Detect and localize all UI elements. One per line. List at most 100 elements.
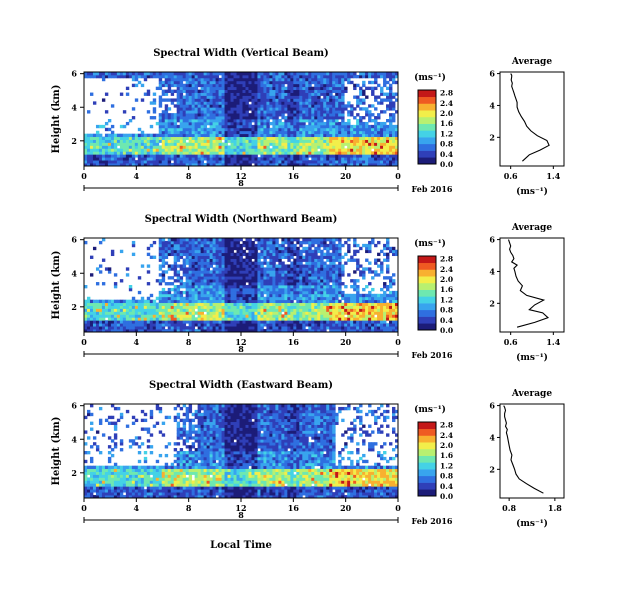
heatmap-cell	[158, 72, 163, 76]
heatmap-cell	[353, 116, 357, 120]
heatmap-cell	[236, 74, 240, 79]
heatmap-cell	[296, 133, 300, 138]
heatmap-cell	[275, 154, 279, 158]
heatmap-cell	[197, 308, 202, 312]
heatmap-cell	[368, 74, 372, 79]
heatmap-cell	[248, 249, 252, 254]
heatmap-cell	[314, 264, 318, 268]
heatmap-cell	[302, 107, 306, 111]
heatmap-cell	[248, 258, 252, 262]
heatmap-cell	[128, 133, 133, 138]
heatmap-cell	[212, 116, 216, 120]
heatmap-cell	[305, 124, 309, 129]
heatmap-cell	[236, 317, 240, 321]
heatmap-cell	[203, 133, 208, 138]
heatmap-cell	[164, 299, 169, 304]
heatmap-cell	[95, 139, 100, 143]
heatmap-cell	[371, 86, 375, 91]
heatmap-cell	[197, 133, 202, 138]
heatmap-cell	[212, 305, 216, 309]
heatmap-cell	[305, 107, 309, 111]
heatmap-cell	[263, 121, 267, 126]
heatmap-cell	[233, 139, 237, 143]
heatmap-cell	[395, 157, 399, 161]
heatmap-cell	[227, 293, 231, 298]
heatmap-cell	[293, 252, 297, 257]
heatmap-cell	[332, 279, 336, 283]
heatmap-cell	[185, 77, 190, 82]
heatmap-cell	[314, 98, 318, 102]
heatmap-cell	[173, 121, 178, 126]
colorbar-tick-label: 0.0	[440, 160, 453, 169]
heatmap-cell	[338, 139, 342, 143]
heatmap-cell	[188, 110, 193, 114]
heatmap-cell	[374, 72, 378, 76]
heatmap-cell	[332, 83, 336, 88]
heatmap-cell	[224, 249, 228, 254]
heatmap-cell	[317, 326, 321, 330]
heatmap-cell	[185, 107, 190, 111]
heatmap-cell	[311, 160, 315, 164]
heatmap-cell	[317, 249, 321, 254]
heatmap-cell	[386, 133, 390, 138]
heatmap-cell	[164, 305, 169, 309]
heatmap-cell	[137, 276, 142, 280]
heatmap-cell	[365, 157, 369, 161]
heatmap-cell	[224, 238, 228, 242]
heatmap-cell	[281, 267, 285, 271]
heatmap-cell	[218, 270, 222, 274]
heatmap-cell	[185, 160, 190, 164]
heatmap-cell	[272, 326, 276, 330]
heatmap-cell	[392, 119, 396, 123]
heatmap-cell	[224, 77, 228, 82]
heatmap-cell	[335, 95, 339, 99]
heatmap-cell	[137, 305, 142, 309]
heatmap-cell	[179, 145, 184, 149]
heatmap-cell	[188, 299, 193, 304]
colorbar	[418, 90, 436, 165]
heatmap-cell	[113, 282, 118, 286]
heatmap-cell	[344, 136, 348, 140]
colorbar-swatch	[418, 110, 436, 118]
heatmap-cell	[269, 98, 273, 102]
heatmap-cell	[212, 238, 216, 242]
heatmap-cell	[275, 314, 279, 318]
heatmap-cell	[239, 293, 243, 298]
heatmap-cell	[236, 311, 240, 315]
heatmap-cell	[188, 246, 193, 251]
heatmap-cell	[263, 110, 267, 114]
heatmap-cell	[380, 136, 384, 140]
heatmap-cell	[137, 157, 142, 161]
heatmap-cell	[302, 317, 306, 321]
heatmap-cell	[170, 238, 175, 242]
heatmap-cell	[263, 273, 267, 277]
heatmap-cell	[218, 121, 222, 126]
heatmap-cell	[248, 296, 252, 301]
heatmap-cell	[356, 104, 360, 108]
heatmap-cell	[332, 311, 336, 315]
heatmap-cell	[332, 255, 336, 259]
heatmap-cell	[215, 157, 219, 161]
heatmap-cell	[209, 127, 213, 132]
heatmap-cell	[272, 160, 276, 164]
heatmap-cell	[113, 157, 118, 161]
heatmap-cell	[227, 258, 231, 262]
heatmap-cell	[251, 95, 255, 99]
heatmap-cell	[185, 136, 190, 140]
heatmap-cell	[107, 326, 112, 330]
heatmap-cell	[221, 317, 225, 321]
heatmap-cell	[368, 116, 372, 120]
heatmap-cell	[251, 317, 255, 321]
heatmap-cell	[257, 287, 261, 292]
heatmap-cell	[179, 249, 184, 254]
heatmap-cell	[194, 72, 199, 76]
heatmap-cell	[332, 98, 336, 102]
heatmap-cell	[200, 139, 205, 143]
heatmap-cell	[323, 267, 327, 271]
heatmap-cell	[275, 95, 279, 99]
heatmap-cell	[314, 314, 318, 318]
heatmap-cell	[275, 113, 279, 117]
heatmap-cell	[338, 72, 342, 76]
heatmap-cell	[218, 320, 222, 324]
heatmap-cell	[89, 154, 94, 158]
